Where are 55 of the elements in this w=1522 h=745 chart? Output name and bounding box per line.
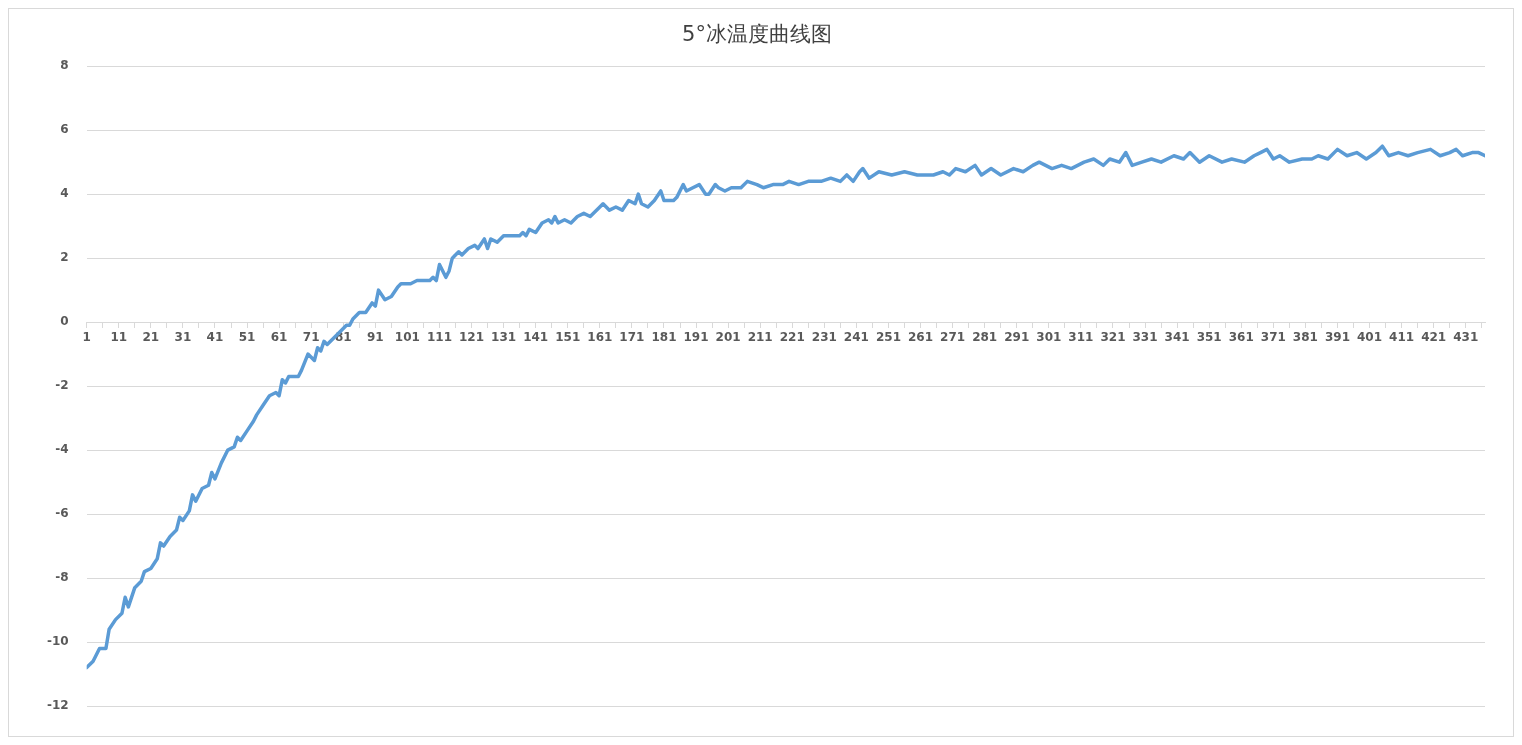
y-tick-label: -6 xyxy=(55,506,69,521)
x-tick-label: 131 xyxy=(491,330,517,345)
x-tick-label: 401 xyxy=(1357,330,1383,345)
y-tick-label: 4 xyxy=(60,186,69,201)
x-tick-label: 21 xyxy=(142,330,160,345)
x-tick-label: 301 xyxy=(1036,330,1062,345)
x-tick-label: 201 xyxy=(715,330,741,345)
x-tick-label: 241 xyxy=(843,330,869,345)
x-tick-label: 41 xyxy=(206,330,224,345)
x-tick-label: 61 xyxy=(270,330,288,345)
x-tick-label: 381 xyxy=(1292,330,1318,345)
x-tick-label: 111 xyxy=(426,330,452,345)
x-tick-label: 31 xyxy=(174,330,192,345)
y-tick-label: 0 xyxy=(60,314,69,329)
x-tick-label: 391 xyxy=(1324,330,1350,345)
x-tick-label: 191 xyxy=(683,330,709,345)
y-tick-label: -8 xyxy=(55,570,69,585)
x-tick-label: 411 xyxy=(1389,330,1415,345)
x-tick-label: 291 xyxy=(1004,330,1030,345)
y-tick-label: -2 xyxy=(55,378,69,393)
y-tick-label: 2 xyxy=(60,250,69,265)
x-tick-label: 71 xyxy=(302,330,320,345)
y-tick-label: -12 xyxy=(46,698,69,713)
x-tick-label: 151 xyxy=(555,330,581,345)
x-tick-label: 51 xyxy=(238,330,256,345)
x-tick-label: 161 xyxy=(587,330,613,345)
x-tick-label: 101 xyxy=(394,330,420,345)
y-tick-label: 6 xyxy=(60,122,69,137)
x-tick-label: 171 xyxy=(619,330,645,345)
x-tick-label: 221 xyxy=(779,330,805,345)
x-tick-label: 141 xyxy=(523,330,549,345)
x-tick-label: 331 xyxy=(1132,330,1158,345)
x-tick-label: 11 xyxy=(110,330,128,345)
x-tick-label: 351 xyxy=(1196,330,1222,345)
x-tick-label: 121 xyxy=(459,330,485,345)
x-tick-label: 91 xyxy=(366,330,384,345)
y-tick-label: -10 xyxy=(46,634,69,649)
x-tick-label: 211 xyxy=(747,330,773,345)
x-tick-label: 271 xyxy=(940,330,966,345)
y-tick-label: 8 xyxy=(60,58,69,73)
x-tick-label: 181 xyxy=(651,330,677,345)
x-tick-label: 231 xyxy=(811,330,837,345)
chart-title: 5°冰温度曲线图 xyxy=(682,22,832,47)
x-tick-label: 341 xyxy=(1164,330,1190,345)
x-tick-label: 281 xyxy=(972,330,998,345)
y-tick-label: -4 xyxy=(55,442,69,457)
x-tick-label: 431 xyxy=(1453,330,1479,345)
x-tick-label: 251 xyxy=(875,330,901,345)
x-tick-label: 1 xyxy=(82,330,91,345)
x-tick-label: 371 xyxy=(1260,330,1286,345)
x-tick-label: 421 xyxy=(1421,330,1447,345)
x-tick-label: 361 xyxy=(1228,330,1254,345)
x-tick-label: 311 xyxy=(1068,330,1094,345)
x-tick-label: 321 xyxy=(1100,330,1126,345)
x-tick-label: 261 xyxy=(908,330,934,345)
